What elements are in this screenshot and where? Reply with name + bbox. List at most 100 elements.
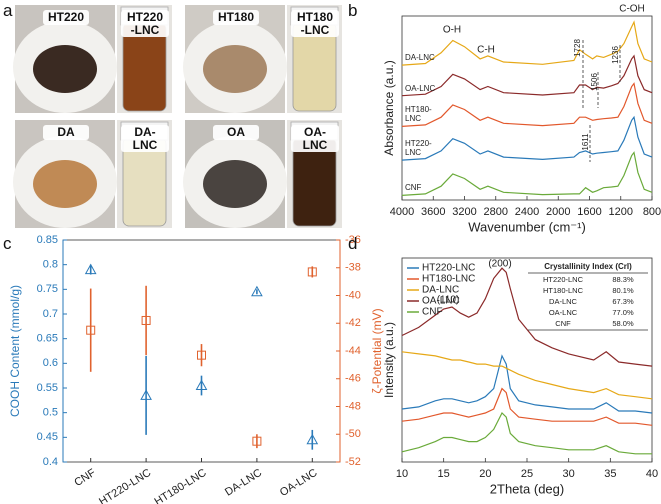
- y-tick-label: 0.5: [43, 407, 58, 419]
- y2-tick-label: -40: [345, 289, 361, 301]
- y2-tick-label: -52: [345, 456, 361, 468]
- sample-powder: [33, 160, 97, 208]
- spectrum-line: [401, 82, 653, 127]
- curve-label: CNF: [405, 183, 422, 193]
- x-tick-label: HT220-LNC: [97, 467, 153, 504]
- panel-label: c: [3, 234, 12, 253]
- peak-annotation: (110): [437, 295, 460, 306]
- data-marker: [86, 325, 96, 335]
- y2-tick-label: -44: [345, 345, 361, 357]
- x-tick-label: 15: [438, 468, 450, 480]
- curve-label: HT180- LNC: [405, 105, 432, 123]
- peak-annotation: 1611: [581, 133, 590, 151]
- data-marker: [251, 285, 263, 297]
- table-cell: OA-LNC: [549, 308, 578, 317]
- data-marker: [252, 436, 262, 446]
- x-tick-label: 20: [479, 468, 491, 480]
- y-tick-label: 0.6: [43, 357, 58, 369]
- spectrum-line: [401, 354, 653, 414]
- peak-annotation: 1728: [573, 39, 582, 57]
- y2-tick-label: -42: [345, 317, 361, 329]
- legend-label: DA-LNC: [422, 285, 459, 296]
- curve-label: HT220- LNC: [405, 139, 432, 157]
- legend-label: HT220-LNC: [422, 263, 475, 274]
- x-tick-label: HT180-LNC: [153, 467, 209, 504]
- spectrum-line: [401, 151, 653, 196]
- data-marker: [306, 433, 319, 445]
- x-tick-label: 25: [521, 468, 533, 480]
- table-header: Crystallinity Index (CrI): [544, 262, 632, 271]
- legend-label: CNF: [422, 307, 443, 318]
- sample-powder: [33, 45, 97, 93]
- y-tick-label: 0.55: [37, 382, 58, 394]
- vial-label: DA-LNC: [121, 125, 169, 153]
- y-tick-label: 0.4: [43, 456, 58, 468]
- table-cell: CNF: [555, 319, 571, 328]
- data-marker: [141, 315, 151, 325]
- peak-annotation: C-OH: [619, 4, 645, 15]
- legend-label: HT180-LNC: [422, 274, 475, 285]
- table-cell: DA-LNC: [549, 297, 578, 306]
- x-tick-label: 10: [396, 468, 408, 480]
- sample-powder: [203, 160, 267, 208]
- sample-label: HT180: [213, 10, 259, 25]
- x-tick-label: 4000: [390, 206, 414, 218]
- table-cell: HT220-LNC: [543, 275, 584, 284]
- y-axis-label: Absorbance (a.u.): [382, 60, 396, 155]
- legend-label: OA-LNC: [422, 296, 460, 307]
- data-marker: [307, 267, 317, 277]
- plot-frame: [401, 15, 653, 201]
- y2-tick-label: -50: [345, 428, 361, 440]
- sample-powder: [203, 45, 267, 93]
- x-tick-label: 1600: [577, 206, 601, 218]
- panel-label: a: [3, 1, 13, 20]
- vial-label: HT220 -LNC: [121, 10, 169, 38]
- spectrum-line: [401, 387, 653, 426]
- spectrum-line: [401, 351, 653, 400]
- panel-label: d: [348, 234, 358, 253]
- peak-annotation: 1236: [611, 46, 620, 64]
- sample-label: OA: [213, 125, 259, 140]
- sample-label: HT220: [43, 10, 89, 25]
- x-tick-label: 2800: [484, 206, 508, 218]
- y-tick-label: 0.45: [37, 431, 58, 443]
- table-cell: 67.3%: [612, 297, 634, 306]
- y2-tick-label: -36: [345, 234, 361, 246]
- vial-label: OA-LNC: [291, 125, 339, 153]
- spectrum-line: [401, 20, 653, 66]
- y-tick-label: 0.7: [43, 308, 58, 320]
- x-tick-label: 30: [563, 468, 575, 480]
- x-tick-label: 3200: [452, 206, 476, 218]
- y-axis-label: COOH Content (mmol/g): [8, 285, 22, 417]
- sample-label: DA: [43, 125, 89, 140]
- table-cell: HT180-LNC: [543, 286, 584, 295]
- y2-axis-label: ζ-Potential (mV): [370, 308, 384, 393]
- x-tick-label: 800: [643, 206, 661, 218]
- spectrum-line: [401, 115, 653, 161]
- x-axis-label: 2Theta (deg): [490, 481, 564, 496]
- x-tick-label: 1200: [609, 206, 633, 218]
- data-marker: [195, 379, 208, 391]
- spectrum-line: [401, 267, 653, 367]
- table-cell: 80.1%: [612, 286, 634, 295]
- peak-annotation: (200): [488, 259, 511, 270]
- x-tick-label: 2400: [515, 206, 539, 218]
- y2-tick-label: -38: [345, 262, 361, 274]
- x-tick-label: CNF: [72, 467, 98, 489]
- y2-tick-label: -46: [345, 373, 361, 385]
- x-tick-label: 40: [646, 468, 658, 480]
- x-tick-label: 2000: [546, 206, 570, 218]
- y-axis-label: Intensity (a.u.): [382, 322, 396, 398]
- curve-label: OA-LNC: [405, 83, 436, 93]
- curve-label: DA-LNC: [405, 53, 435, 63]
- peak-annotation: O-H: [443, 25, 461, 36]
- data-marker: [140, 389, 152, 400]
- x-tick-label: DA-LNC: [223, 467, 264, 499]
- x-tick-label: 35: [604, 468, 616, 480]
- x-axis-label: Wavenumber (cm⁻¹): [468, 219, 586, 234]
- data-marker: [197, 350, 206, 360]
- y2-tick-label: -48: [345, 400, 361, 412]
- data-marker: [84, 263, 97, 275]
